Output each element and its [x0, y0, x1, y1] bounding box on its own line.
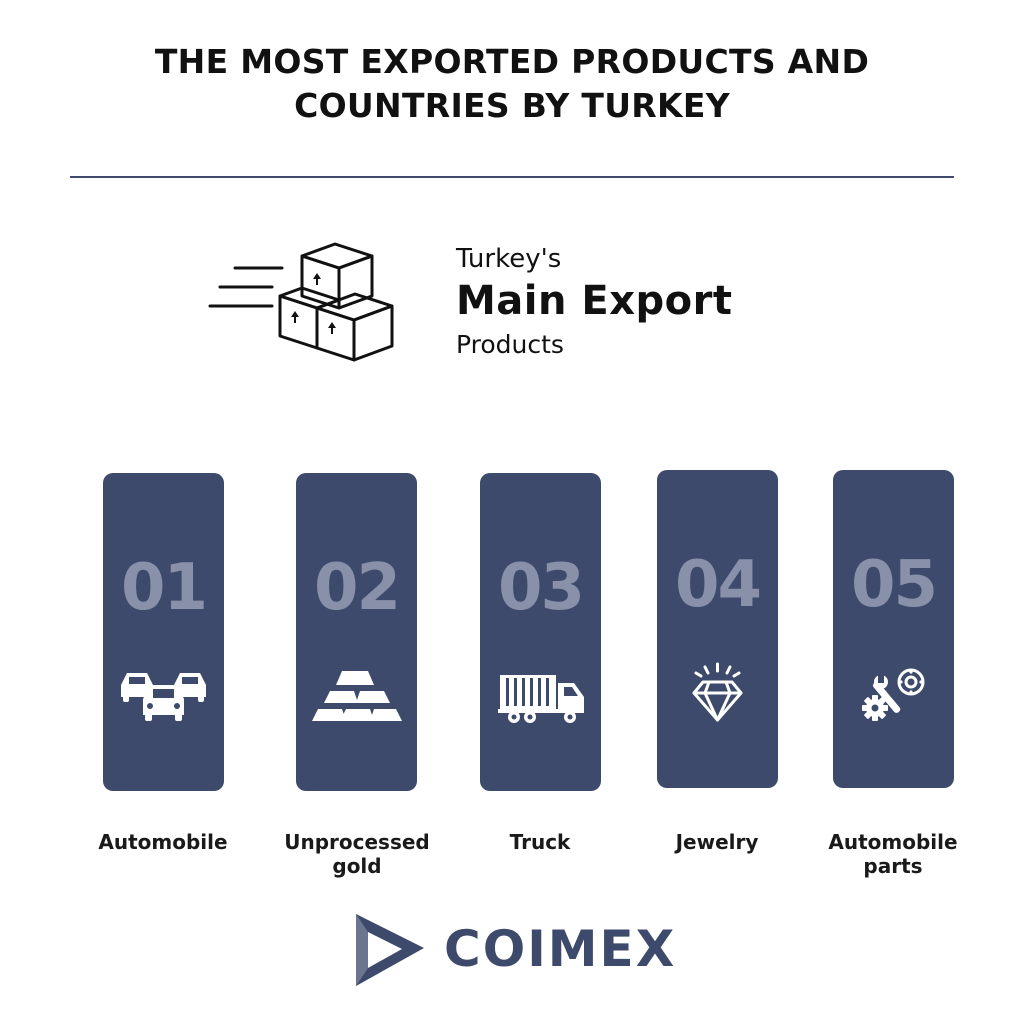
product-number: 01	[120, 551, 208, 625]
product-label-03: Truck	[509, 830, 571, 854]
product-number: 02	[313, 551, 401, 625]
parts-icon	[862, 668, 925, 721]
truck-icon	[498, 675, 584, 723]
page-title: THE MOST EXPORTED PRODUCTS AND COUNTRIES…	[0, 40, 1024, 128]
title-line-1: THE MOST EXPORTED PRODUCTS AND	[154, 42, 870, 81]
coimex-logo-icon	[356, 914, 424, 986]
product-card-01: 01	[103, 473, 224, 791]
hero-heading: Turkey's Main Export Products	[456, 242, 733, 364]
product-card-02: 02	[296, 473, 417, 791]
brand-name: COIMEX	[444, 920, 677, 978]
title-line-2: COUNTRIES BY TURKEY	[294, 86, 730, 125]
gold-bars-icon	[312, 671, 402, 721]
cars-icon	[121, 673, 206, 721]
product-number: 03	[497, 551, 585, 625]
hero-post-text: Products	[456, 330, 564, 359]
product-number: 05	[850, 548, 938, 622]
title-divider	[70, 176, 954, 178]
product-card-04: 04	[657, 470, 778, 788]
product-label-01: Automobile	[98, 830, 228, 854]
boxes-icon	[208, 242, 394, 362]
product-card-03: 03	[480, 473, 601, 791]
hero-main-text: Main Export	[456, 278, 733, 324]
product-label-05: Automobile parts	[828, 830, 958, 878]
product-card-05: 05	[833, 470, 954, 788]
hero-pre-text: Turkey's	[456, 244, 562, 274]
product-label-04: Jewelry	[675, 830, 759, 854]
product-label-02: Unprocessed gold	[284, 830, 430, 878]
product-number: 04	[674, 548, 762, 622]
diamond-icon	[692, 662, 743, 722]
